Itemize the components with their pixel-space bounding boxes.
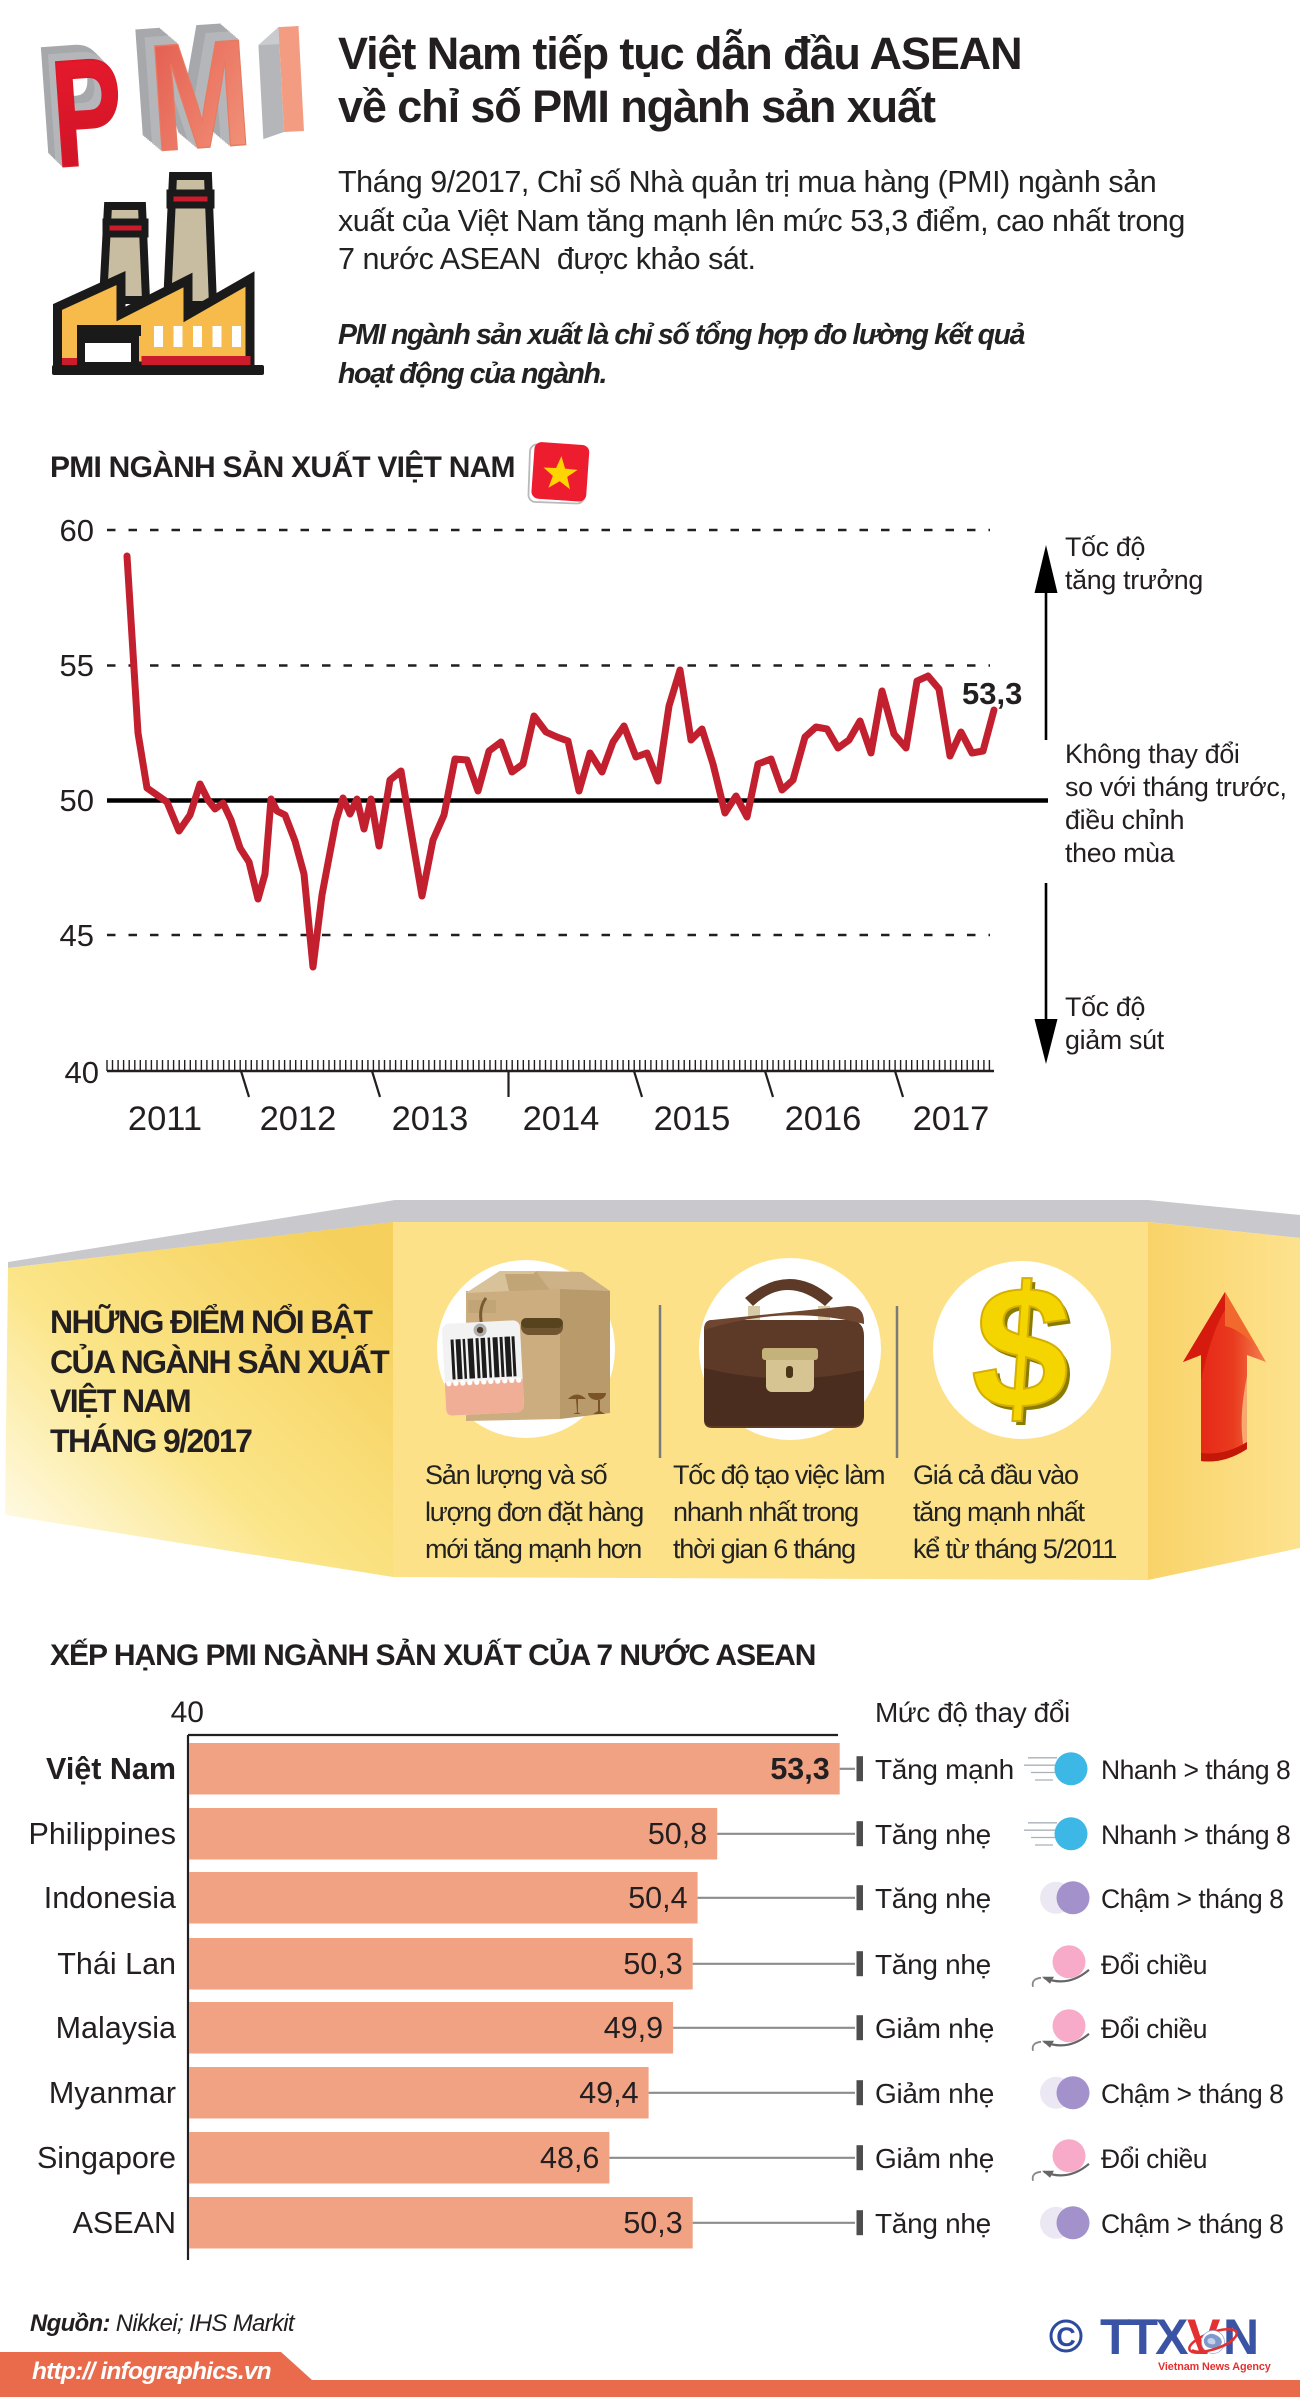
svg-text:2013: 2013 <box>392 1100 469 1138</box>
svg-text:N: N <box>1223 2309 1256 2365</box>
svg-text:2012: 2012 <box>260 1100 337 1138</box>
svg-text:P: P <box>39 18 121 192</box>
svg-text:$: $ <box>970 1254 1081 1450</box>
svg-text:Vietnam News Agency: Vietnam News Agency <box>1158 2361 1271 2373</box>
svg-text:Chậm > tháng 8: Chậm > tháng 8 <box>1101 2079 1283 2109</box>
svg-text:P: P <box>35 13 117 187</box>
svg-text:50,3: 50,3 <box>623 2206 682 2240</box>
svg-text:Tăng mạnh: Tăng mạnh <box>875 1754 1014 1785</box>
svg-text:48,6: 48,6 <box>540 2141 599 2175</box>
svg-text:2014: 2014 <box>523 1100 600 1138</box>
svg-text:M: M <box>131 0 243 172</box>
svg-text:P: P <box>45 24 127 198</box>
svg-text:M: M <box>127 0 239 170</box>
svg-text:M: M <box>138 3 250 179</box>
svg-text:TTX: TTX <box>1100 2309 1188 2365</box>
svg-text:tăng trưởng: tăng trưởng <box>1065 565 1203 595</box>
svg-text:P: P <box>37 16 119 190</box>
svg-text:ASEAN: ASEAN <box>73 2206 176 2240</box>
svg-text:50: 50 <box>60 783 94 818</box>
svg-text:40: 40 <box>171 1696 204 1729</box>
svg-text:so với tháng trước,: so với tháng trước, <box>1065 772 1287 802</box>
svg-text:M: M <box>132 0 244 174</box>
svg-text:Singapore: Singapore <box>37 2141 176 2175</box>
svg-text:M: M <box>126 0 238 168</box>
svg-text:Giảm nhẹ: Giảm nhẹ <box>875 2013 994 2044</box>
svg-text:40: 40 <box>65 1055 99 1090</box>
svg-text:Malaysia: Malaysia <box>56 2011 176 2045</box>
svg-text:Đổi chiều: Đổi chiều <box>1101 2014 1207 2044</box>
svg-text:$: $ <box>966 1250 1077 1446</box>
svg-text:M: M <box>141 5 253 181</box>
svg-text:P: P <box>46 25 128 199</box>
svg-text:Việt Nam: Việt Nam <box>46 1752 176 1786</box>
svg-text:P: P <box>36 15 118 189</box>
svg-text:Indonesia: Indonesia <box>44 1881 176 1915</box>
svg-text:Mức độ thay đổi: Mức độ thay đổi <box>875 1697 1070 1728</box>
svg-text:M: M <box>129 0 241 171</box>
svg-text:M: M <box>137 1 249 177</box>
svg-text:M: M <box>134 0 246 175</box>
svg-text:P: P <box>32 11 114 185</box>
svg-text:Giảm nhẹ: Giảm nhẹ <box>875 2078 994 2109</box>
svg-text:Chậm > tháng 8: Chậm > tháng 8 <box>1101 2209 1283 2239</box>
svg-text:53,3: 53,3 <box>962 676 1022 711</box>
svg-text:49,4: 49,4 <box>579 2076 638 2110</box>
svg-text:C: C <box>1056 2322 1076 2352</box>
svg-text:2015: 2015 <box>654 1100 731 1138</box>
svg-text:Nhanh > tháng 8: Nhanh > tháng 8 <box>1101 1820 1290 1850</box>
svg-text:2011: 2011 <box>128 1100 202 1138</box>
svg-text:Chậm > tháng 8: Chậm > tháng 8 <box>1101 1884 1283 1914</box>
svg-text:Đổi chiều: Đổi chiều <box>1101 1950 1207 1980</box>
svg-text:M: M <box>140 4 252 180</box>
svg-text:P: P <box>33 12 115 186</box>
svg-text:P: P <box>44 23 126 197</box>
svg-text:Giảm nhẹ: Giảm nhẹ <box>875 2143 994 2174</box>
svg-text:Tốc độ: Tốc độ <box>1065 532 1145 562</box>
svg-text:Philippines: Philippines <box>28 1817 176 1851</box>
svg-text:Tăng nhẹ: Tăng nhẹ <box>875 1883 991 1914</box>
svg-text:giảm sút: giảm sút <box>1065 1025 1165 1055</box>
svg-text:Thái Lan: Thái Lan <box>57 1947 176 1981</box>
svg-text:45: 45 <box>60 918 94 953</box>
svg-text:điều chỉnh: điều chỉnh <box>1065 805 1184 835</box>
svg-text:theo mùa: theo mùa <box>1065 838 1175 868</box>
svg-text:P: P <box>38 17 120 191</box>
svg-text:49,9: 49,9 <box>604 2011 663 2045</box>
svg-text:Không thay đổi: Không thay đổi <box>1065 739 1240 769</box>
svg-text:Tăng nhẹ: Tăng nhẹ <box>875 1819 991 1850</box>
svg-text:Tăng nhẹ: Tăng nhẹ <box>875 1949 991 1980</box>
svg-text:Đổi chiều: Đổi chiều <box>1101 2144 1207 2174</box>
svg-text:2017: 2017 <box>913 1100 990 1138</box>
svg-text:50,4: 50,4 <box>628 1881 687 1915</box>
svg-text:M: M <box>135 0 247 176</box>
svg-text:Tăng nhẹ: Tăng nhẹ <box>875 2208 991 2239</box>
svg-text:50,8: 50,8 <box>648 1817 707 1851</box>
svg-text:M: M <box>144 8 256 184</box>
svg-text:Tốc độ: Tốc độ <box>1065 992 1145 1022</box>
svg-text:M: M <box>143 7 255 183</box>
svg-text:Myanmar: Myanmar <box>49 2076 176 2110</box>
svg-text:55: 55 <box>60 648 94 683</box>
svg-text:2016: 2016 <box>785 1100 862 1138</box>
svg-text:Nhanh > tháng 8: Nhanh > tháng 8 <box>1101 1755 1290 1785</box>
svg-text:P: P <box>42 20 124 194</box>
svg-text:P: P <box>43 22 125 196</box>
svg-text:60: 60 <box>60 513 94 548</box>
svg-text:53,3: 53,3 <box>770 1752 829 1786</box>
svg-text:P: P <box>41 19 123 193</box>
svg-text:50,3: 50,3 <box>623 1947 682 1981</box>
